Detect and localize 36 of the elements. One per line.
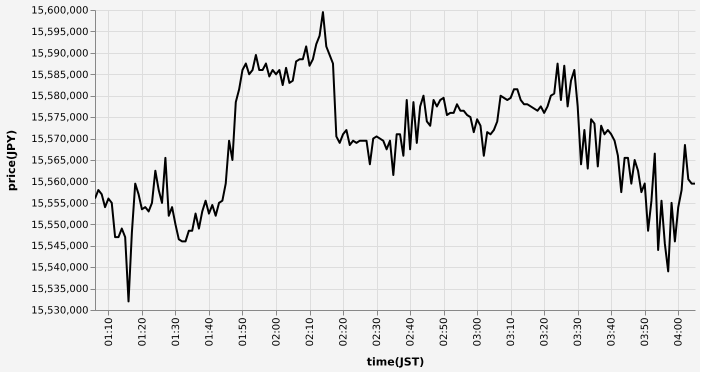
x-tick-label: 01:30 bbox=[170, 318, 182, 346]
x-tick-label: 03:10 bbox=[506, 318, 518, 346]
x-tick-label: 03:30 bbox=[573, 318, 584, 346]
x-tick-label: 03:20 bbox=[540, 318, 551, 346]
x-axis-title: time(JST) bbox=[366, 355, 424, 368]
y-tick-label: 15,575,000 bbox=[31, 112, 88, 124]
x-tick-label: 02:10 bbox=[305, 318, 316, 346]
y-tick-label: 15,565,000 bbox=[31, 156, 88, 166]
x-tick-label: 01:50 bbox=[238, 318, 249, 346]
x-tick-label: 01:10 bbox=[104, 318, 115, 346]
x-tick-label: 03:50 bbox=[640, 318, 652, 346]
x-tick-label: 02:40 bbox=[406, 318, 417, 346]
x-tick-label: 02:00 bbox=[272, 318, 283, 346]
x-tick-label: 03:40 bbox=[606, 318, 618, 346]
y-tick-label: 15,580,000 bbox=[31, 91, 88, 102]
y-tick-label: 15,555,000 bbox=[31, 198, 88, 210]
y-tick-label: 15,545,000 bbox=[31, 241, 88, 252]
y-tick-label: 15,570,000 bbox=[31, 134, 88, 146]
y-tick-label: 15,540,000 bbox=[31, 262, 88, 274]
x-tick-label: 02:50 bbox=[439, 318, 450, 346]
y-tick-label: 15,560,000 bbox=[31, 176, 88, 188]
x-tick-label: 02:30 bbox=[372, 318, 384, 346]
y-tick-label: 15,600,000 bbox=[31, 6, 88, 16]
y-tick-label: 15,550,000 bbox=[31, 220, 88, 231]
y-axis-title: price(JPY) bbox=[5, 130, 18, 192]
line-series bbox=[95, 11, 695, 302]
y-tick-label: 15,595,000 bbox=[31, 26, 88, 38]
x-tick-label: 04:00 bbox=[674, 318, 685, 346]
y-tick-label: 15,585,000 bbox=[31, 70, 88, 81]
y-tick-label: 15,590,000 bbox=[31, 48, 88, 60]
x-tick-label: 02:20 bbox=[338, 318, 350, 346]
x-tick-label: 01:20 bbox=[137, 318, 148, 346]
x-tick-label: 03:00 bbox=[472, 318, 484, 346]
x-tick-label: 01:40 bbox=[204, 318, 216, 346]
y-tick-label: 15,535,000 bbox=[31, 284, 88, 296]
y-tick-label: 15,530,000 bbox=[31, 306, 88, 316]
